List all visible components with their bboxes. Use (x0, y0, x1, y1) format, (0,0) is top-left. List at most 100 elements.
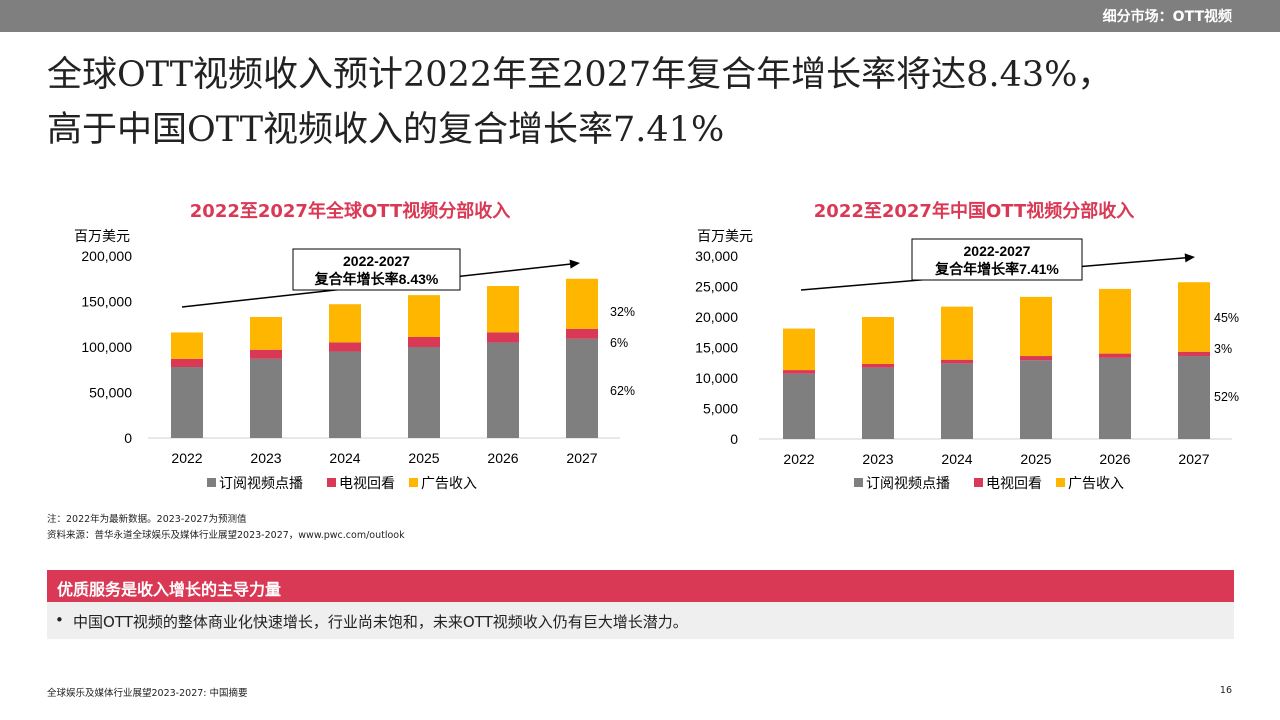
china-y-tick-label: 25,000 (695, 279, 738, 295)
global-x-tick-label: 2024 (329, 450, 360, 466)
china-bar-subscription-2027 (1178, 356, 1210, 439)
page-headline: 全球OTT视频收入预计2022年至2027年复合年增长率将达8.43%， 高于中… (47, 48, 1237, 158)
global-bar-advertising-2027 (566, 278, 598, 329)
global-y-tick-label: 0 (124, 430, 132, 446)
china-share-label: 45% (1214, 311, 1239, 325)
global-share-label: 32% (610, 305, 635, 319)
global-legend-swatch-subscription (207, 478, 216, 487)
callout-header: 优质服务是收入增长的主导力量 (47, 570, 1234, 602)
global-legend-label-subscription: 订阅视频点播 (219, 475, 303, 491)
top-bar: 细分市场：OTT视频 (0, 0, 1280, 32)
china-bar-advertising-2024 (941, 306, 973, 360)
global-bar-advertising-2025 (408, 295, 440, 337)
china-bar-tv-replay-2027 (1178, 351, 1210, 357)
callout-body: • 中国OTT视频的整体商业化快速增长，行业尚未饱和，未来OTT视频收入仍有巨大… (47, 602, 1234, 639)
callout-title: 优质服务是收入增长的主导力量 (57, 580, 282, 599)
china-bar-advertising-2026 (1099, 288, 1131, 354)
china-bar-tv-replay-2023 (862, 363, 894, 368)
global-legend-label-advertising: 广告收入 (421, 475, 477, 491)
global-share-label: 62% (610, 384, 635, 398)
china-x-tick-label: 2022 (783, 451, 814, 467)
global-y-tick-label: 100,000 (81, 339, 132, 355)
global-x-tick-label: 2022 (171, 450, 202, 466)
global-bar-advertising-2022 (171, 332, 203, 359)
global-share-label: 6% (610, 336, 628, 350)
china-y-tick-label: 0 (730, 431, 738, 447)
china-bar-subscription-2026 (1099, 357, 1131, 439)
global-legend-swatch-advertising (409, 478, 418, 487)
global-y-tick-label: 200,000 (81, 248, 132, 264)
global-bar-tv-replay-2025 (408, 336, 440, 347)
china-bar-subscription-2025 (1020, 360, 1052, 439)
china-legend-label-advertising: 广告收入 (1068, 475, 1124, 491)
china-share-label: 3% (1214, 342, 1232, 356)
china-y-tick-label: 30,000 (695, 248, 738, 264)
global-legend-label-tv-replay: 电视回看 (339, 475, 395, 491)
china-y-tick-label: 5,000 (703, 401, 738, 417)
china-growth-arrow-head (1184, 253, 1195, 263)
china-x-tick-label: 2025 (1020, 451, 1051, 467)
global-bar-subscription-2026 (487, 342, 519, 438)
global-bar-advertising-2026 (487, 286, 519, 333)
global-bar-tv-replay-2026 (487, 332, 519, 343)
china-bar-advertising-2023 (862, 317, 894, 364)
china-bar-advertising-2027 (1178, 282, 1210, 352)
china-cagr-value: 复合年增长率7.41% (934, 261, 1059, 277)
source-note: 资料来源：普华永道全球娱乐及媒体行业展望2023-2027，www.pwc.co… (47, 530, 405, 541)
china-legend-swatch-subscription (854, 478, 863, 487)
china-x-tick-label: 2026 (1099, 451, 1130, 467)
china-x-tick-label: 2027 (1178, 451, 1209, 467)
global-bar-subscription-2022 (171, 367, 203, 438)
global-growth-arrow-head (569, 259, 580, 269)
global-bar-tv-replay-2023 (250, 349, 282, 359)
china-legend-label-tv-replay: 电视回看 (986, 475, 1042, 491)
china-legend-swatch-advertising (1056, 478, 1065, 487)
china-x-tick-label: 2024 (941, 451, 972, 467)
global-bar-tv-replay-2024 (329, 342, 361, 352)
china-legend-label-subscription: 订阅视频点播 (866, 475, 950, 491)
footer-report-title: 全球娱乐及媒体行业展望2023-2027: 中国摘要 (47, 688, 248, 699)
global-bar-subscription-2027 (566, 338, 598, 438)
china-bar-subscription-2023 (862, 367, 894, 439)
global-bar-tv-replay-2027 (566, 328, 598, 339)
global-y-tick-label: 150,000 (81, 294, 132, 310)
china-y-tick-label: 20,000 (695, 309, 738, 325)
global-x-tick-label: 2026 (487, 450, 518, 466)
global-bar-advertising-2023 (250, 316, 282, 350)
china-y-axis-label: 百万美元 (697, 228, 753, 244)
global-cagr-period: 2022-2027 (343, 253, 410, 269)
china-bar-advertising-2025 (1020, 296, 1052, 357)
page-number: 16 (1219, 685, 1232, 696)
china-share-label: 52% (1214, 390, 1239, 404)
china-bar-tv-replay-2026 (1099, 353, 1131, 358)
callout-text: 中国OTT视频的整体商业化快速增长，行业尚未饱和，未来OTT视频收入仍有巨大增长… (73, 613, 688, 631)
global-chart-title: 2022至2027年全球OTT视频分部收入 (189, 201, 511, 222)
global-legend-swatch-tv-replay (327, 478, 336, 487)
china-cagr-box (911, 238, 1083, 281)
global-cagr-value: 复合年增长率8.43% (314, 271, 439, 287)
china-x-tick-label: 2023 (862, 451, 893, 467)
global-bar-tv-replay-2022 (171, 358, 203, 368)
global-x-tick-label: 2027 (566, 450, 597, 466)
bullet-icon: • (55, 611, 64, 629)
china-chart-title: 2022至2027年中国OTT视频分部收入 (813, 201, 1135, 222)
china-bar-tv-replay-2022 (783, 370, 815, 374)
global-bar-subscription-2024 (329, 351, 361, 438)
china-legend-swatch-tv-replay (974, 478, 983, 487)
global-x-tick-label: 2025 (408, 450, 439, 466)
china-bar-subscription-2024 (941, 363, 973, 439)
china-bar-tv-replay-2024 (941, 359, 973, 364)
headline-line-2: 高于中国OTT视频收入的复合增长率7.41% (47, 110, 725, 150)
global-y-tick-label: 50,000 (89, 385, 132, 401)
global-y-axis-label: 百万美元 (74, 228, 130, 244)
global-bar-advertising-2024 (329, 304, 361, 343)
global-bar-subscription-2023 (250, 358, 282, 438)
china-bar-tv-replay-2025 (1020, 356, 1052, 361)
global-cagr-box (292, 248, 461, 291)
section-label: 细分市场：OTT视频 (1102, 9, 1232, 25)
china-y-tick-label: 10,000 (695, 370, 738, 386)
headline-line-1: 全球OTT视频收入预计2022年至2027年复合年增长率将达8.43%， (47, 55, 1113, 95)
china-y-tick-label: 15,000 (695, 340, 738, 356)
